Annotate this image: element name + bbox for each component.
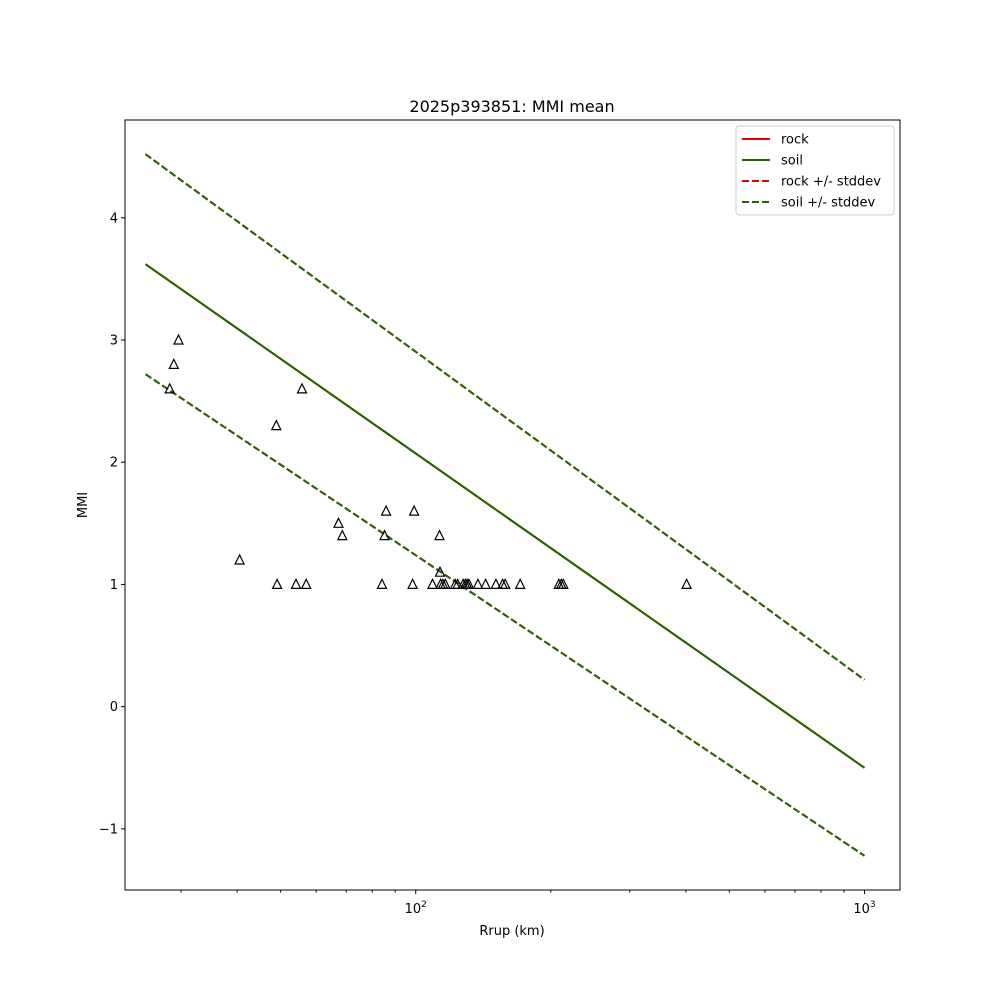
observation-marker — [234, 553, 246, 565]
observation-marker — [499, 578, 511, 590]
observation-marker — [480, 578, 492, 590]
y-tick-label: 2 — [110, 456, 118, 471]
x-tick-label: 102 — [405, 900, 427, 917]
x-axis-label: Rrup (km) — [479, 924, 544, 939]
y-tick-label: 4 — [110, 211, 118, 226]
chart-title: 2025p393851: MMI mean — [409, 97, 614, 116]
observation-marker — [490, 578, 502, 590]
series-line-soil — [144, 263, 866, 769]
observation-marker — [173, 333, 184, 345]
observation-marker — [407, 578, 419, 590]
y-tick-label: 3 — [110, 334, 118, 349]
observation-marker — [434, 529, 445, 541]
observation-marker — [472, 578, 484, 590]
observation-marker — [434, 565, 446, 577]
observation-marker — [296, 382, 308, 394]
axes-frame — [124, 119, 901, 891]
observation-marker — [380, 504, 392, 516]
y-tick-label: 0 — [110, 700, 118, 715]
observation-marker — [379, 529, 390, 541]
observation-marker — [557, 578, 569, 590]
legend: rock soil rock +/- stddev soil +/- stddev — [735, 125, 895, 216]
observation-marker — [164, 382, 176, 394]
observation-marker — [408, 504, 420, 516]
legend-box — [735, 125, 895, 216]
observation-marker — [514, 578, 526, 590]
observation-marker — [463, 578, 475, 590]
observation-marker — [336, 529, 348, 541]
series-line-soil-stddev — [144, 153, 866, 681]
x-tick-label: 103 — [853, 900, 875, 917]
plot-area — [144, 153, 866, 857]
observation-marker — [376, 578, 388, 590]
y-axis-label: MMI — [76, 492, 91, 518]
observation-marker — [271, 578, 283, 590]
observation-marker — [681, 578, 693, 590]
observation-marker — [300, 578, 312, 590]
observation-marker — [333, 516, 344, 528]
observation-marker — [270, 419, 282, 431]
legend-label: soil +/- stddev — [781, 196, 876, 211]
observation-marker — [168, 358, 180, 369]
y-tick-label: 1 — [110, 578, 118, 593]
observation-marker — [452, 578, 464, 590]
legend-label: rock — [781, 133, 809, 148]
y-tick-label: −1 — [99, 822, 118, 837]
observation-marker — [427, 578, 438, 590]
series-line-soil-stddev-lower — [144, 373, 866, 857]
legend-label: soil — [781, 154, 803, 169]
legend-label: rock +/- stddev — [781, 175, 881, 190]
y-axis: −1 0 1 2 3 4 — [99, 211, 125, 837]
observation-marker — [439, 578, 451, 590]
observation-marker — [290, 578, 302, 590]
x-axis: 102 103 — [180, 890, 876, 917]
